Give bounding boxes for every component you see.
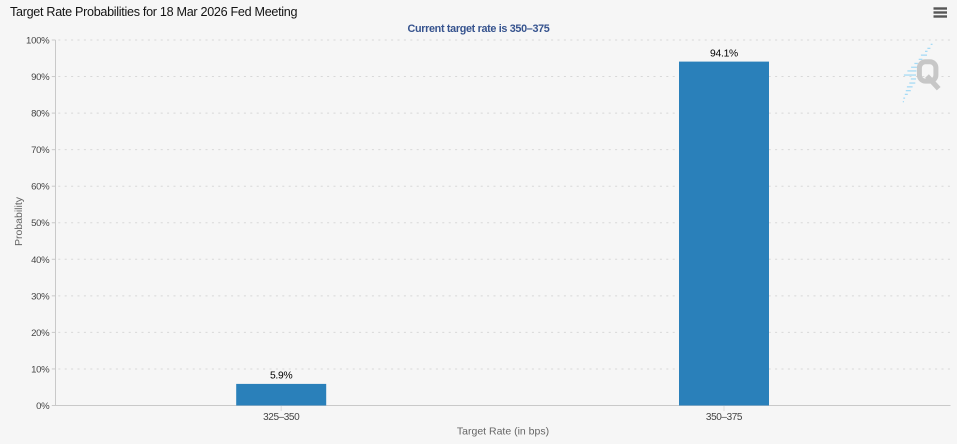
- svg-text:Current target rate is 350–375: Current target rate is 350–375: [408, 23, 550, 35]
- svg-text:5.9%: 5.9%: [270, 371, 293, 382]
- svg-text:Target Rate Probabilities for: Target Rate Probabilities for 18 Mar 202…: [10, 5, 298, 19]
- svg-text:80%: 80%: [31, 109, 50, 120]
- svg-text:30%: 30%: [31, 291, 50, 302]
- svg-text:90%: 90%: [31, 72, 50, 83]
- svg-text:Probability: Probability: [13, 196, 25, 246]
- svg-text:325–350: 325–350: [263, 412, 300, 423]
- svg-text:0%: 0%: [36, 401, 50, 412]
- svg-text:20%: 20%: [31, 328, 50, 339]
- svg-text:94.1%: 94.1%: [710, 49, 738, 60]
- svg-text:Target Rate (in bps): Target Rate (in bps): [457, 426, 549, 438]
- svg-text:100%: 100%: [26, 36, 50, 47]
- svg-text:350–375: 350–375: [706, 412, 743, 423]
- svg-text:10%: 10%: [31, 364, 50, 375]
- svg-text:60%: 60%: [31, 182, 50, 193]
- svg-text:50%: 50%: [31, 218, 50, 229]
- svg-text:40%: 40%: [31, 255, 50, 266]
- svg-text:70%: 70%: [31, 145, 50, 156]
